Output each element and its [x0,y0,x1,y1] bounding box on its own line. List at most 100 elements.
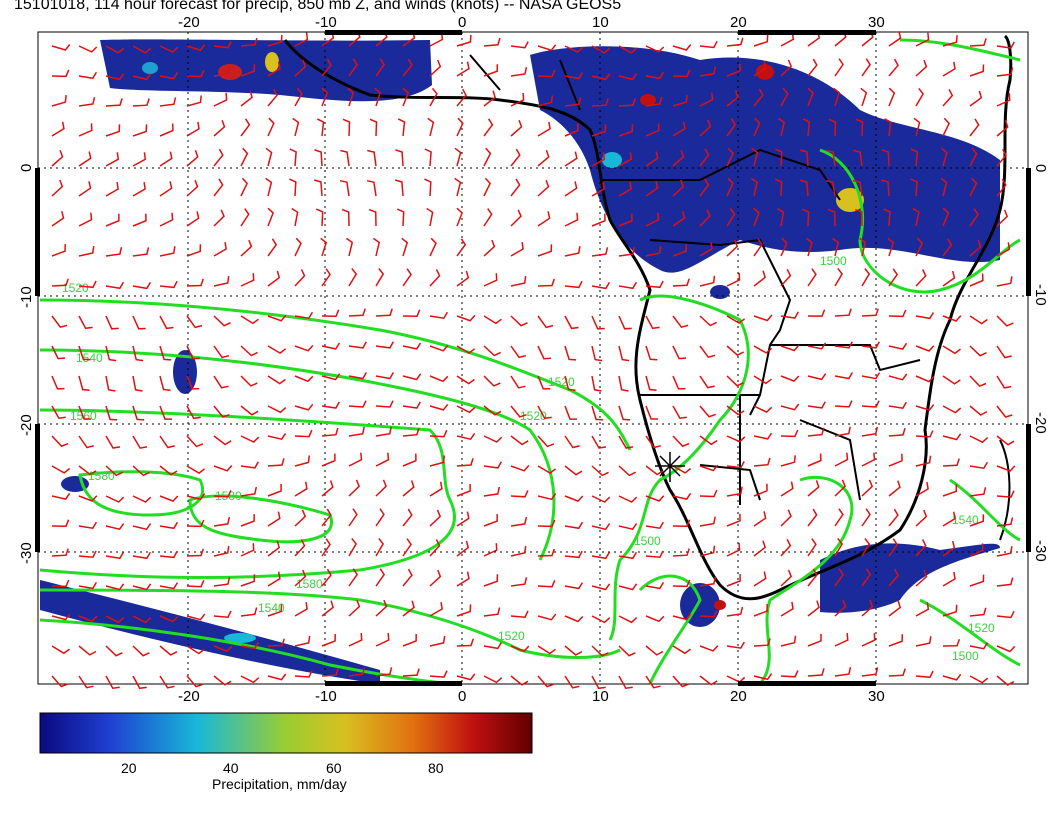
contour-line [819,38,1021,294]
wind-barb [51,519,70,527]
wind-barb [240,461,259,469]
wind-barb [618,315,632,330]
wind-barb [969,177,978,197]
wind-barb [105,247,123,257]
wind-barb [402,342,422,350]
wind-barb [726,208,736,227]
lon-tick-bottom: 10 [592,688,609,705]
wind-barb [645,345,658,361]
wind-barb [726,574,741,587]
wind-barb [942,484,958,497]
wind-barb [267,540,281,557]
wind-barb [537,315,554,329]
wind-barb [401,237,409,257]
wind-barb [78,151,92,167]
wind-barb [267,375,286,385]
lon-tick-top: 30 [868,14,885,31]
wind-barb [397,118,406,137]
lon-tick-bottom: 30 [868,688,885,705]
wind-barb [996,490,1015,498]
wind-barb [591,181,605,197]
wind-barb [618,551,638,560]
wind-barb [375,426,392,437]
wind-barb [159,181,173,197]
wind-barb [186,95,202,107]
wind-barb [915,481,929,497]
wind-barb [132,523,152,531]
contour-label: 1500 [820,254,847,268]
wind-barb [969,315,988,325]
tick-bar [35,424,40,552]
lat-tick-left: -10 [18,286,35,308]
wind-barb [537,548,556,557]
wind-barb [969,38,987,47]
wind-barb [396,208,405,227]
wind-barb [294,429,313,438]
wind-barb [339,179,350,197]
wind-barb [510,516,528,527]
wind-barb [645,212,660,227]
wind-barb [888,268,899,287]
wind-barb [969,240,982,257]
wind-barb [996,517,1014,527]
wind-barb [159,582,179,590]
wind-barb [780,429,799,438]
contour-line [39,298,632,451]
wind-barb [186,375,200,390]
wind-barb [132,551,152,560]
wind-barb [78,435,94,449]
wind-barb [510,610,529,618]
wind-barb [429,311,449,320]
wind-barb [345,237,354,257]
wind-barb [969,208,979,227]
wind-barb [483,345,501,357]
wind-barb [240,405,259,416]
wind-barb [483,514,498,527]
wind-barb [510,577,528,587]
wind-barb [240,607,258,617]
wind-barb [537,244,553,257]
wind-barb [321,427,339,437]
wind-barb [186,44,206,52]
wind-barb [375,308,393,317]
wind-barb [213,435,232,446]
wind-barb [564,405,577,420]
tick-bar [738,30,876,35]
wind-barb [564,181,578,197]
wind-barb [375,341,394,349]
wind-barb [483,177,491,197]
wind-barb [913,117,921,137]
wind-barb [402,668,420,677]
wind-barb [537,435,555,448]
wind-barb [367,149,377,167]
wind-barb [996,242,1011,257]
wind-barb [340,149,350,167]
wind-barb [780,311,799,319]
wind-barb [751,147,759,167]
wind-barb [375,667,393,677]
wind-barb [424,148,432,167]
wind-barb [240,486,258,497]
precip-core [836,188,864,212]
wind-barb [888,309,907,318]
wind-barb [510,375,526,389]
wind-barb [699,405,716,418]
wind-barb [645,550,664,558]
wind-barb [645,151,659,167]
wind-barb [672,435,690,448]
wind-barb [969,675,989,684]
wind-barb [780,403,800,411]
wind-barb [645,405,659,420]
wind-barb [537,375,551,390]
wind-barb [289,178,297,197]
wind-barb [537,345,551,360]
wind-barb [699,375,715,389]
wind-barb [240,315,259,325]
contour-line [638,574,702,685]
wind-barb [456,458,474,467]
wind-barb [186,493,206,501]
wind-barb [699,178,710,197]
wind-barb [456,375,475,385]
wind-barb [915,509,928,527]
wind-barb [348,599,361,617]
